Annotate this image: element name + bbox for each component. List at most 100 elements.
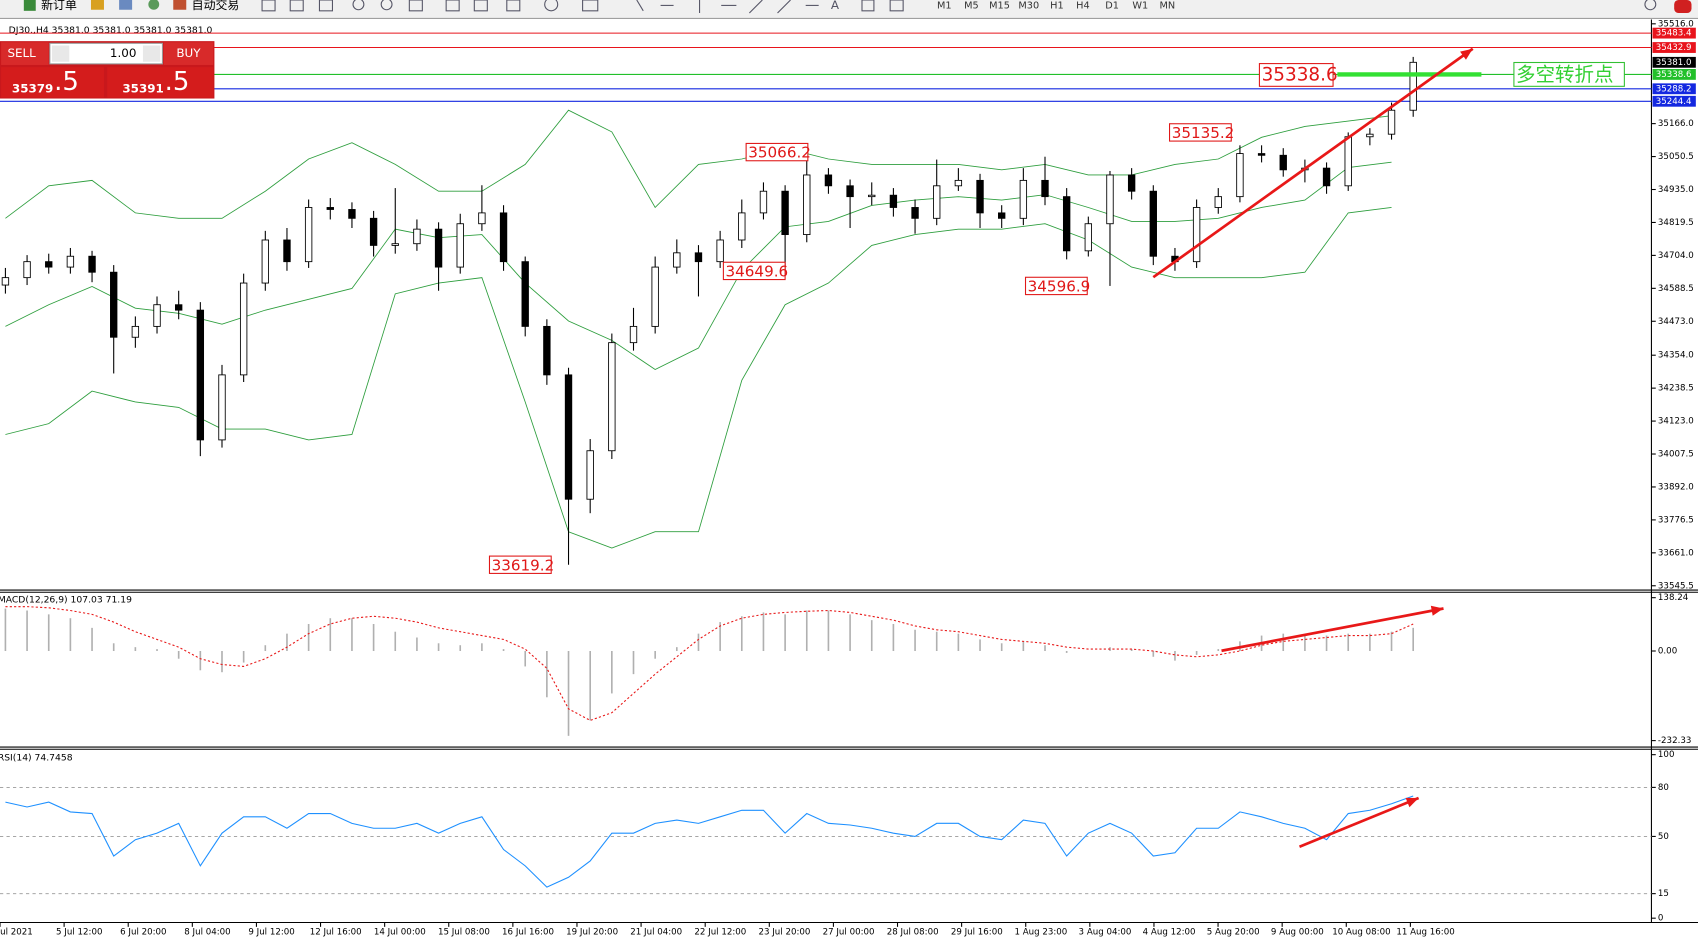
channel-icon[interactable] [777,0,791,14]
price-tick-label: 34473.0 [1658,317,1694,327]
template-icon[interactable] [582,0,599,12]
candle-body [239,282,248,376]
time-label: Jul 2021 [0,928,33,938]
price-tick-label: 34007.5 [1658,450,1694,460]
price-level-box [1652,68,1696,80]
timeframe-button[interactable]: M5 [964,0,979,11]
timeframe-button[interactable]: M30 [1018,0,1039,11]
zoom-in[interactable] [352,0,365,11]
rsi-label: RSI(14) 74.7458 [0,752,73,763]
arrow-head [1430,605,1444,616]
tool-icon[interactable] [318,0,333,12]
lot-input[interactable] [49,42,163,65]
candle-body [283,239,291,263]
candle-body [1366,133,1374,138]
auto-trading-icon[interactable] [173,0,187,10]
toolbar-tools [261,0,1657,14]
candle-body [1344,136,1352,187]
zoom-out[interactable] [380,0,393,11]
search-icon[interactable] [1644,0,1657,11]
tool-icon[interactable] [261,0,276,12]
time-label: 9 Aug 00:00 [1271,928,1324,938]
sell-button[interactable] [1,42,49,65]
cursor-icon[interactable] [636,0,644,12]
sell-pips[interactable]: .5 [54,67,79,97]
timeframe-button[interactable]: D1 [1105,0,1119,11]
rsi-tick-label: 100 [1658,750,1675,760]
tool-icon[interactable] [289,0,304,12]
timeframe-button[interactable]: W1 [1132,0,1148,11]
macd-label: MACD(12,26,9) 107.03 71.19 [0,594,132,605]
time-label: 16 Jul 16:00 [502,928,554,938]
sell-price-box[interactable] [1,67,104,98]
time-label: 9 Jul 12:00 [248,928,294,938]
candle-body [803,174,811,236]
buy-price-box[interactable] [107,67,214,98]
buy-label[interactable]: BUY [176,46,201,60]
timeframe-button[interactable]: MN [1160,0,1176,11]
candle-body [629,325,638,344]
timeframe-button[interactable]: H1 [1050,0,1064,11]
candle-body [911,207,919,219]
price-tick-label: 33661.0 [1658,548,1694,558]
timeframe-button[interactable]: M1 [937,0,952,11]
candle-body [889,194,898,208]
toolbar-icon[interactable] [119,0,133,10]
time-label: 28 Jul 08:00 [887,928,939,938]
candle-body [1127,174,1136,192]
lot-value[interactable]: 1.00 [110,46,137,60]
pivot-box [1258,63,1334,87]
price-tick-label: 34819.5 [1658,218,1694,228]
candle-body [1106,174,1114,225]
alert-icon[interactable] [1674,0,1692,13]
price-tick-label: 34354.0 [1658,351,1694,361]
new-order-button[interactable]: 新订单 [41,0,77,12]
candle-body [45,261,53,268]
sell-price[interactable]: 35379 [12,81,53,95]
text-tool[interactable]: A [831,0,840,12]
arrows-icon[interactable] [889,0,904,12]
tool-icon[interactable] [445,0,460,12]
candle-body [326,207,334,210]
candle-body [1322,167,1331,187]
candle-body [434,228,443,268]
time-label: 14 Jul 00:00 [374,928,426,938]
timeframe-button[interactable]: H4 [1076,0,1090,11]
toolbar-icon[interactable] [90,0,104,10]
candle-body [933,185,941,219]
macd-signal-line [5,606,1414,722]
sell-label[interactable]: SELL [7,46,36,60]
trendline-icon[interactable] [748,0,763,14]
candle-body [824,174,833,187]
auto-trading-button[interactable]: 自动交易 [192,0,240,12]
rsi-tick-label: 80 [1658,783,1669,793]
lot-up[interactable] [142,45,161,62]
lot-down[interactable] [51,45,70,62]
candle-body [976,179,984,214]
candle-body [110,271,118,338]
buy-price[interactable]: 35391 [122,81,163,95]
time-label: 5 Aug 20:00 [1207,928,1260,938]
tool-icon[interactable] [473,0,488,12]
timeframe-button[interactable]: M15 [989,0,1010,11]
candle-body [1,277,10,286]
candle-body [369,217,378,246]
candle-body [1084,223,1093,252]
candle-body [759,190,768,214]
tool-icon[interactable] [408,0,423,12]
price-tick-label: 35516.0 [1658,19,1694,29]
buy-pips[interactable]: .5 [165,67,190,97]
candle-body [738,212,746,241]
toolbar [0,0,1698,19]
period-icon[interactable] [544,0,559,12]
tool-icon[interactable] [506,0,521,12]
toolbar-icon[interactable] [148,0,160,10]
buy-button[interactable] [163,42,214,65]
price-level-label: 35338.6 [1656,70,1692,80]
new-order-icon[interactable] [23,0,36,11]
candle-body [131,325,140,338]
price-level-label: 35432.9 [1656,43,1692,53]
label-icon[interactable] [861,0,875,12]
price-tick-label: 34704.0 [1658,251,1694,261]
